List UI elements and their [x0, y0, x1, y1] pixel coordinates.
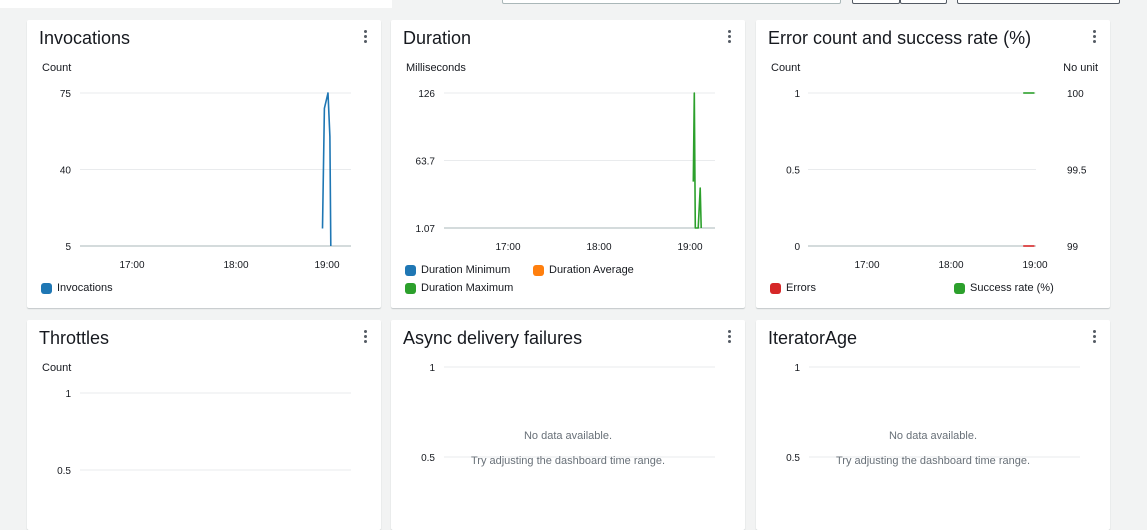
y-tick-label: 75 — [60, 89, 72, 100]
widget-title: Error count and success rate (%) — [768, 28, 1032, 48]
x-tick-label: 17:00 — [119, 260, 144, 271]
x-tick-label: 18:00 — [586, 242, 611, 253]
add-widget-button[interactable] — [957, 0, 1120, 4]
legend-swatch — [405, 282, 416, 294]
async-delivery-chart: 10.5 — [421, 363, 715, 464]
y-tick-label: 63.7 — [416, 157, 436, 168]
y-tick-label: 1 — [429, 363, 435, 374]
widget-menu-icon[interactable] — [1091, 330, 1097, 344]
no-data-hint: Try adjusting the dashboard time range. — [470, 455, 666, 467]
y-tick-label: 0.5 — [786, 453, 800, 464]
legend-label: Invocations — [57, 282, 113, 294]
y-axis-unit: Count — [42, 62, 72, 74]
series-line-2 — [692, 92, 702, 229]
x-tick-label: 17:00 — [854, 260, 879, 271]
toolbar-background — [0, 0, 392, 8]
throttles-chart: 10.5 — [57, 389, 351, 477]
y-tick-label: 1.07 — [416, 224, 436, 235]
y-axis-unit-right: No unit — [1063, 62, 1098, 74]
legend-duration-average[interactable]: Duration Average — [533, 264, 634, 276]
search-input[interactable] — [502, 0, 841, 4]
widget-menu-icon[interactable] — [362, 30, 368, 44]
widget-invocations: Invocations Count 75 40 5 17:00 18:00 19:00 I… — [27, 20, 381, 308]
widget-menu-icon[interactable] — [362, 330, 368, 344]
iterator-age-chart: 10.5 — [786, 363, 1080, 464]
y-tick-label: 0.5 — [786, 166, 800, 177]
y-tick-label: 0 — [794, 242, 800, 253]
no-data-hint: Try adjusting the dashboard time range. — [835, 455, 1031, 467]
legend-duration-minimum[interactable]: Duration Minimum — [405, 264, 510, 276]
y-tick-label: 1 — [794, 89, 800, 100]
y-tick-label: 0.5 — [57, 466, 71, 477]
legend-label: Success rate (%) — [970, 282, 1054, 294]
y-tick-label: 0.5 — [421, 453, 435, 464]
legend-swatch — [954, 282, 965, 294]
widget-async-delivery-failures: Async delivery failures 1 0.5 No data ava… — [391, 320, 745, 530]
widget-throttles: Throttles Count 1 0.5 — [27, 320, 381, 530]
widget-title: Duration — [403, 28, 472, 48]
widget-menu-icon[interactable] — [726, 30, 732, 44]
legend-label: Duration Minimum — [421, 264, 511, 276]
legend-swatch — [405, 264, 416, 276]
y-right-tick-label: 100 — [1067, 89, 1084, 100]
dashboard-toolbar — [0, 0, 1147, 10]
legend-success-rate[interactable]: Success rate (%) — [954, 282, 1054, 294]
y-right-tick-label: 99 — [1067, 242, 1079, 253]
legend-swatch — [41, 282, 52, 294]
widget-menu-icon[interactable] — [1091, 30, 1097, 44]
legend-swatch — [770, 282, 781, 294]
widget-title: Invocations — [39, 28, 131, 48]
series-line-0 — [321, 92, 332, 247]
time-range-button-2[interactable] — [900, 0, 947, 4]
y-axis-unit-left: Count — [771, 62, 801, 74]
x-tick-label: 17:00 — [495, 242, 520, 253]
widget-error-count-success-rate: Error count and success rate (%) Count N… — [756, 20, 1110, 308]
no-data-message: No data available. — [888, 430, 978, 442]
time-range-button-1[interactable] — [852, 0, 900, 4]
x-tick-label: 19:00 — [314, 260, 339, 271]
legend-invocations[interactable]: Invocations — [41, 282, 113, 294]
invocations-chart: 75 40 5 17:00 18:00 19:00 — [60, 89, 351, 271]
legend-label: Errors — [786, 282, 816, 294]
widget-duration: Duration Milliseconds 126 63.7 1.07 17:00 18… — [391, 20, 745, 308]
legend-duration-maximum[interactable]: Duration Maximum — [405, 282, 513, 294]
widget-title: Async delivery failures — [403, 328, 583, 348]
widget-title: Throttles — [39, 328, 110, 348]
y-right-tick-label: 99.5 — [1067, 166, 1087, 177]
y-tick-label: 1 — [794, 363, 800, 374]
y-tick-label: 40 — [60, 166, 72, 177]
legend-errors[interactable]: Errors — [770, 282, 816, 294]
y-tick-label: 1 — [65, 389, 71, 400]
x-tick-label: 19:00 — [677, 242, 702, 253]
error-success-chart: 1 0.5 0 100 99.5 99 17:00 18:00 19:00 — [786, 89, 1087, 271]
y-axis-unit: Milliseconds — [406, 62, 466, 74]
x-tick-label: 19:00 — [1022, 260, 1047, 271]
y-tick-label: 126 — [418, 89, 435, 100]
no-data-message: No data available. — [523, 430, 613, 442]
x-tick-label: 18:00 — [223, 260, 248, 271]
widget-iterator-age: IteratorAge 1 0.5 No data available. Try … — [756, 320, 1110, 530]
widget-title: IteratorAge — [768, 328, 858, 348]
legend-swatch — [533, 264, 544, 276]
duration-chart: 126 63.7 1.07 17:00 18:00 19:00 — [416, 89, 715, 253]
legend-label: Duration Average — [549, 264, 634, 276]
x-tick-label: 18:00 — [938, 260, 963, 271]
widget-menu-icon[interactable] — [726, 330, 732, 344]
legend-label: Duration Maximum — [421, 282, 514, 294]
y-tick-label: 5 — [65, 242, 71, 253]
y-axis-unit: Count — [42, 362, 72, 374]
